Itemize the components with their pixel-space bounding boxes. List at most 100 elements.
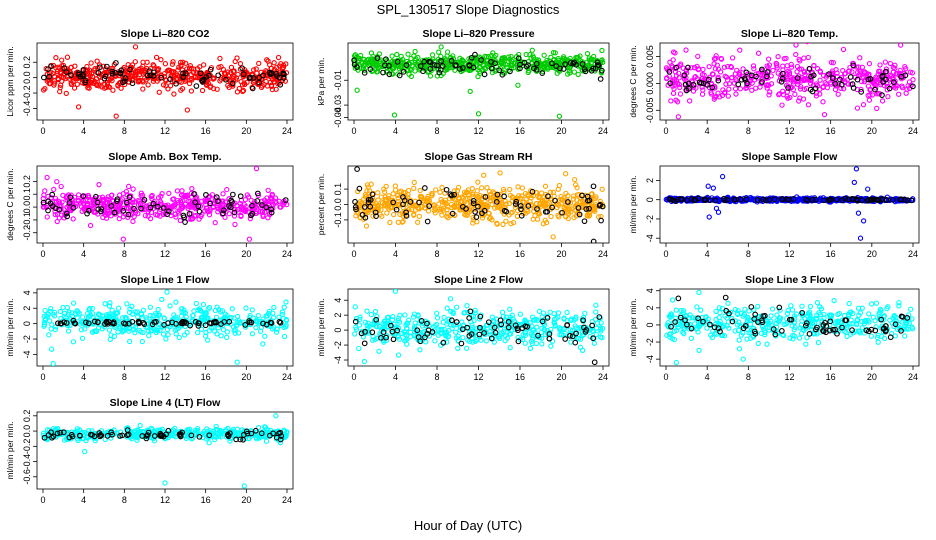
- data-point: [432, 338, 438, 344]
- data-point: [439, 327, 445, 333]
- data-point: [499, 56, 505, 62]
- data-point: [457, 327, 463, 333]
- data-point: [559, 200, 565, 206]
- data-point: [51, 313, 58, 319]
- x-tick-label: 20: [867, 126, 877, 136]
- data-point: [581, 66, 588, 73]
- data-point: [277, 81, 284, 88]
- data-point: [440, 319, 446, 325]
- data-point: [666, 196, 673, 202]
- data-point: [262, 333, 268, 339]
- data-point: [357, 316, 363, 322]
- data-point: [590, 335, 596, 342]
- data-point: [598, 217, 604, 224]
- data-point: [860, 218, 867, 224]
- data-point: [147, 72, 154, 79]
- data-point: [114, 310, 121, 316]
- data-point: [533, 60, 540, 67]
- x-tick-label: 12: [784, 126, 794, 136]
- data-point: [560, 326, 566, 332]
- data-point: [777, 91, 783, 97]
- data-point: [574, 55, 580, 61]
- data-point: [206, 304, 213, 311]
- data-point: [140, 319, 146, 326]
- data-point: [579, 61, 586, 67]
- data-point: [253, 66, 259, 72]
- data-point: [158, 74, 165, 81]
- data-point: [766, 92, 772, 98]
- data-point: [418, 317, 425, 324]
- data-point: [40, 74, 47, 81]
- data-point: [379, 200, 386, 206]
- data-point: [448, 308, 454, 315]
- data-point: [537, 201, 543, 207]
- data-point: [64, 195, 70, 201]
- data-point: [459, 203, 466, 210]
- data-point: [771, 196, 778, 203]
- figure-title: SPL_130517 Slope Diagnostics: [377, 2, 560, 17]
- data-point: [759, 79, 765, 85]
- data-point: [699, 71, 706, 78]
- data-point: [578, 195, 584, 202]
- data-point: [63, 210, 70, 217]
- data-point: [897, 67, 903, 74]
- data-point: [437, 189, 443, 195]
- data-point: [147, 204, 154, 211]
- data-point: [866, 196, 872, 203]
- data-point: [92, 78, 98, 85]
- data-point: [171, 91, 177, 97]
- data-point: [278, 61, 284, 67]
- data-point: [477, 324, 483, 331]
- data-point: [400, 218, 406, 225]
- data-point: [51, 186, 57, 193]
- data-point: [227, 204, 234, 211]
- data-point: [395, 219, 402, 225]
- data-point: [542, 217, 548, 223]
- data-point: [416, 199, 422, 206]
- x-tick-label: 16: [201, 372, 211, 382]
- data-point: [136, 77, 143, 83]
- data-point: [668, 98, 674, 104]
- data-point: [497, 333, 503, 339]
- data-point: [158, 200, 164, 206]
- data-point: [808, 73, 814, 80]
- data-point: [365, 199, 372, 206]
- data-point: [106, 327, 113, 333]
- data-point: [886, 77, 892, 83]
- data-point: [57, 85, 63, 91]
- data-point: [826, 71, 832, 77]
- data-point: [228, 69, 234, 76]
- x-tick-label: 20: [556, 249, 566, 259]
- data-point: [103, 215, 110, 221]
- data-point: [681, 72, 688, 79]
- data-point: [244, 192, 250, 198]
- data-point: [55, 320, 61, 327]
- data-point: [266, 198, 272, 205]
- data-point: [793, 43, 799, 48]
- data-point: [140, 86, 146, 92]
- data-point: [472, 307, 478, 313]
- data-point: [586, 212, 593, 218]
- data-point: [57, 320, 64, 327]
- data-point: [448, 317, 455, 324]
- data-point: [188, 216, 194, 222]
- data-point: [150, 78, 157, 84]
- data-point: [160, 331, 167, 337]
- data-point: [512, 201, 519, 207]
- data-point: [276, 314, 282, 320]
- data-point: [243, 305, 249, 311]
- x-tick-label: 8: [746, 372, 751, 382]
- data-point: [373, 213, 379, 220]
- data-point: [230, 73, 236, 79]
- data-point: [204, 316, 210, 322]
- data-point: [48, 195, 54, 201]
- data-point: [840, 46, 847, 53]
- data-point: [154, 327, 160, 333]
- data-point: [898, 73, 905, 80]
- data-point: [522, 330, 529, 336]
- data-point: [78, 327, 84, 333]
- data-point: [567, 60, 574, 66]
- x-tick-label: 8: [434, 249, 439, 259]
- data-point: [459, 57, 465, 63]
